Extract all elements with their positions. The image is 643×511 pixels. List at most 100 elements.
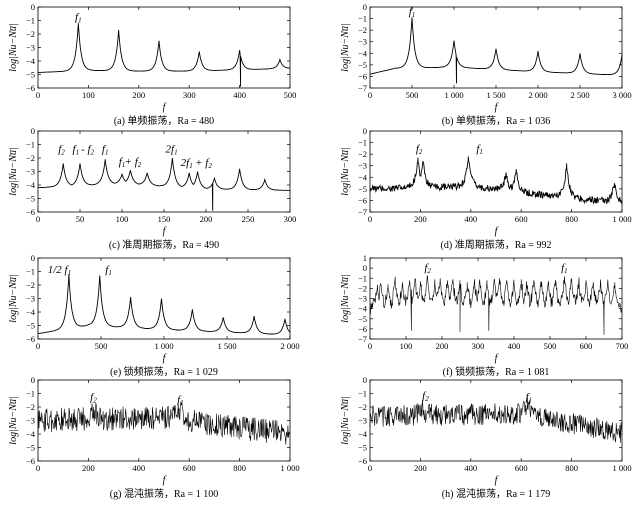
y-tick-label: −3 <box>358 161 367 171</box>
x-tick-label: 400 <box>464 214 477 224</box>
x-tick-label: 0 <box>36 90 40 100</box>
y-tick-label: −1 <box>358 138 367 148</box>
spectrum-line <box>37 274 291 335</box>
x-axis-label: f <box>163 353 167 364</box>
y-tick-label: −5 <box>26 443 35 453</box>
y-tick-label: −3 <box>26 167 35 177</box>
y-axis-label: log|Nu−Nu̅| <box>8 396 19 444</box>
y-tick-label: −4 <box>358 48 368 58</box>
x-tick-label: 200 <box>436 341 449 351</box>
x-tick-label: 250 <box>242 214 255 224</box>
y-tick-label: 0 <box>363 375 367 385</box>
peak-annotation: f2 <box>90 391 97 404</box>
y-tick-label: −2 <box>358 25 367 35</box>
axes-frame <box>369 6 623 89</box>
x-tick-label: 1 000 <box>612 214 631 224</box>
y-tick-label: 0 <box>31 253 35 263</box>
y-tick-label: −3 <box>26 294 35 304</box>
y-tick-label: −7 <box>358 207 367 217</box>
x-tick-label: 200 <box>82 463 95 473</box>
x-tick-label: 100 <box>400 341 413 351</box>
y-tick-label: −4 <box>358 304 368 314</box>
y-tick-label: −3 <box>26 416 35 426</box>
x-tick-label: 2 000 <box>528 90 547 100</box>
x-tick-label: 600 <box>580 341 593 351</box>
y-tick-label: −6 <box>26 207 35 217</box>
x-axis-label: f <box>163 226 167 237</box>
y-tick-label: −2 <box>26 29 35 39</box>
x-tick-label: 3 000 <box>612 90 631 100</box>
x-axis-label: f <box>163 102 167 113</box>
x-tick-label: 200 <box>414 214 427 224</box>
panel-7: 0 200 400 600 800 1 000 0 −1 −2 −3 −4 −5 −6 f log|Nu−N… <box>340 375 632 500</box>
spectrum-line <box>369 156 623 205</box>
y-tick-label: −2 <box>26 402 35 412</box>
x-tick-label: 1 000 <box>280 463 299 473</box>
axes-frame <box>369 130 623 213</box>
panel-caption: (b) 单频振荡，Ra = 1 036 <box>442 114 550 127</box>
y-tick-label: −3 <box>358 416 367 426</box>
peak-annotation: + f2 <box>125 156 142 169</box>
x-tick-label: 500 <box>95 341 108 351</box>
peak-annotation: f1 <box>119 156 126 169</box>
y-tick-label: −3 <box>358 37 367 47</box>
y-tick-label: −6 <box>26 83 35 93</box>
panel-1: 0 500 1 000 1 500 2 000 2 500 3 000 0 −1−2 −3−4 −5… <box>340 2 632 127</box>
x-tick-label: 100 <box>116 214 129 224</box>
x-tick-label: 400 <box>464 463 477 473</box>
y-tick-label: −6 <box>26 456 35 466</box>
x-tick-label: 500 <box>284 90 297 100</box>
y-tick-label: −1 <box>26 140 35 150</box>
x-axis-label: f <box>163 475 167 486</box>
peak-annotation: f1 <box>476 143 483 156</box>
peak-annotation: f1 <box>525 391 532 404</box>
y-tick-label: −5 <box>358 60 367 70</box>
spectrum-line <box>38 23 291 87</box>
x-tick-label: 400 <box>508 341 521 351</box>
x-tick-label: 1 000 <box>444 90 463 100</box>
y-tick-label: −5 <box>358 443 367 453</box>
x-tick-label: 2 500 <box>570 90 589 100</box>
panel-5: 0 100 200 300 400 500 600 70010−1−2−3−4−5−6−7fl… <box>340 253 628 378</box>
y-tick-label: 0 <box>31 2 35 12</box>
y-tick-label: −1 <box>26 16 35 26</box>
panel-0: 0 100 200 300 400 500 0 −1 −2 −3 −4 −5 −6 f log|Nu−Nu̅… <box>8 2 296 127</box>
peak-annotation: 1/2 f1 <box>48 264 71 277</box>
peak-annotation: f1 <box>75 12 82 25</box>
y-tick-label: 0 <box>31 126 35 136</box>
y-tick-label: −5 <box>358 314 367 324</box>
x-tick-label: 300 <box>183 90 196 100</box>
panel-caption: (e) 锁频振荡，Ra = 1 029 <box>110 365 218 378</box>
y-tick-label: 1 <box>363 253 367 263</box>
peak-annotation: 2f1 <box>181 157 193 170</box>
axes-frame <box>37 130 291 213</box>
y-tick-label: −1 <box>358 14 367 24</box>
x-axis-label: f <box>495 353 499 364</box>
y-tick-label: −1 <box>26 267 35 277</box>
spectrum-line <box>37 401 291 445</box>
y-tick-label: −6 <box>358 195 367 205</box>
y-tick-label: −6 <box>358 456 367 466</box>
x-tick-label: 600 <box>183 463 196 473</box>
panel-caption: (f) 锁频振荡，Ra = 1 081 <box>443 365 550 378</box>
y-tick-label: −4 <box>26 56 36 66</box>
spectrum-line <box>369 275 623 335</box>
x-tick-label: 400 <box>233 90 246 100</box>
y-tick-label: 0 <box>31 375 35 385</box>
y-axis-label: log|Nu−Nu̅| <box>340 147 351 195</box>
x-tick-label: 150 <box>158 214 171 224</box>
panel-caption: (a) 单频振荡，Ra = 480 <box>114 114 214 127</box>
y-tick-label: −4 <box>26 307 36 317</box>
panel-caption: (c) 准周期振荡，Ra = 490 <box>109 238 219 251</box>
x-tick-label: 0 <box>368 90 372 100</box>
peak-annotation: f1 <box>73 144 80 157</box>
spectrum-line <box>38 157 290 211</box>
x-tick-label: 800 <box>233 463 246 473</box>
x-tick-label: 800 <box>565 214 578 224</box>
y-tick-label: −4 <box>358 429 368 439</box>
y-tick-label: −6 <box>358 71 367 81</box>
x-axis-label: f <box>495 226 499 237</box>
y-tick-label: −3 <box>26 43 35 53</box>
y-axis-label: log|Nu−Nu̅| <box>8 274 19 322</box>
